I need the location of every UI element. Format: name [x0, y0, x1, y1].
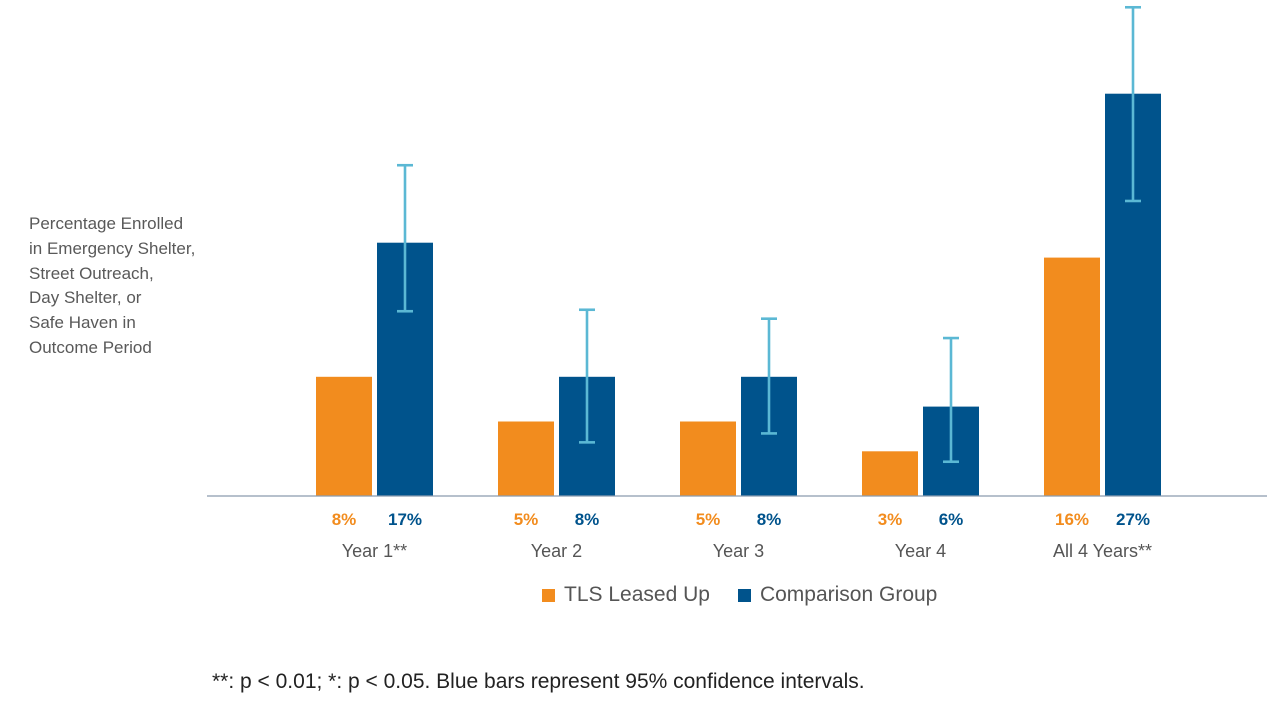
- bar-tls: [680, 421, 736, 496]
- legend-swatch-tls: [542, 588, 555, 602]
- legend-item-tls: TLS Leased Up: [542, 583, 710, 607]
- data-label: 8%: [575, 510, 600, 529]
- x-tick-label: Year 3: [713, 541, 764, 561]
- error-bar: [579, 308, 595, 444]
- legend-swatch-comparison: [737, 588, 751, 602]
- y-axis-label-line: in Emergency Shelter,: [29, 238, 196, 258]
- x-tick-label: Year 2: [531, 541, 582, 561]
- bars-layer: [316, 5, 1161, 496]
- data-label: 5%: [514, 510, 539, 529]
- y-axis-label-line: Percentage Enrolled: [29, 214, 184, 233]
- error-bar: [1125, 5, 1141, 203]
- x-tick-label: Year 1**: [342, 541, 407, 561]
- data-label: 8%: [757, 510, 782, 529]
- y-axis-label-line: Safe Haven in: [29, 313, 136, 333]
- labels-layer: 8% 17% Year 1** 5% 8% Year 2 5% 8% Year 3 3% 6% Yea…: [332, 510, 1152, 561]
- data-label: 27%: [1116, 510, 1150, 529]
- data-label: 5%: [696, 510, 721, 529]
- data-label: 6%: [939, 510, 964, 529]
- bar-tls: [498, 421, 554, 496]
- data-label: 3%: [878, 510, 903, 529]
- data-label: 8%: [332, 510, 357, 529]
- y-axis-label-line: Street Outreach,: [29, 263, 154, 283]
- data-label: 16%: [1055, 510, 1089, 529]
- legend-label-tls: TLS Leased Up: [564, 583, 710, 606]
- error-bar: [761, 317, 777, 435]
- bar-tls: [862, 451, 918, 496]
- y-axis-label-line: Day Shelter, or: [29, 288, 142, 308]
- x-tick-label: Year 4: [895, 541, 946, 561]
- error-bar: [943, 336, 959, 464]
- footnote: **: p < 0.01; *: p < 0.05. Blue bars rep…: [212, 670, 865, 693]
- bar-tls: [316, 376, 372, 496]
- y-axis-label: Percentage Enrolled in Emergency Shelter…: [29, 212, 219, 361]
- error-bar: [397, 163, 413, 313]
- y-axis-label-line: Outcome Period: [29, 337, 152, 357]
- legend-label-comparison: Comparison Group: [759, 583, 938, 606]
- legend-item-comparison: Comparison Group: [737, 583, 938, 607]
- bar-tls: [1044, 257, 1100, 496]
- x-tick-label: All 4 Years**: [1053, 541, 1152, 561]
- chart-legend: TLS Leased Up Comparison Group: [542, 583, 965, 607]
- data-label: 17%: [388, 510, 422, 529]
